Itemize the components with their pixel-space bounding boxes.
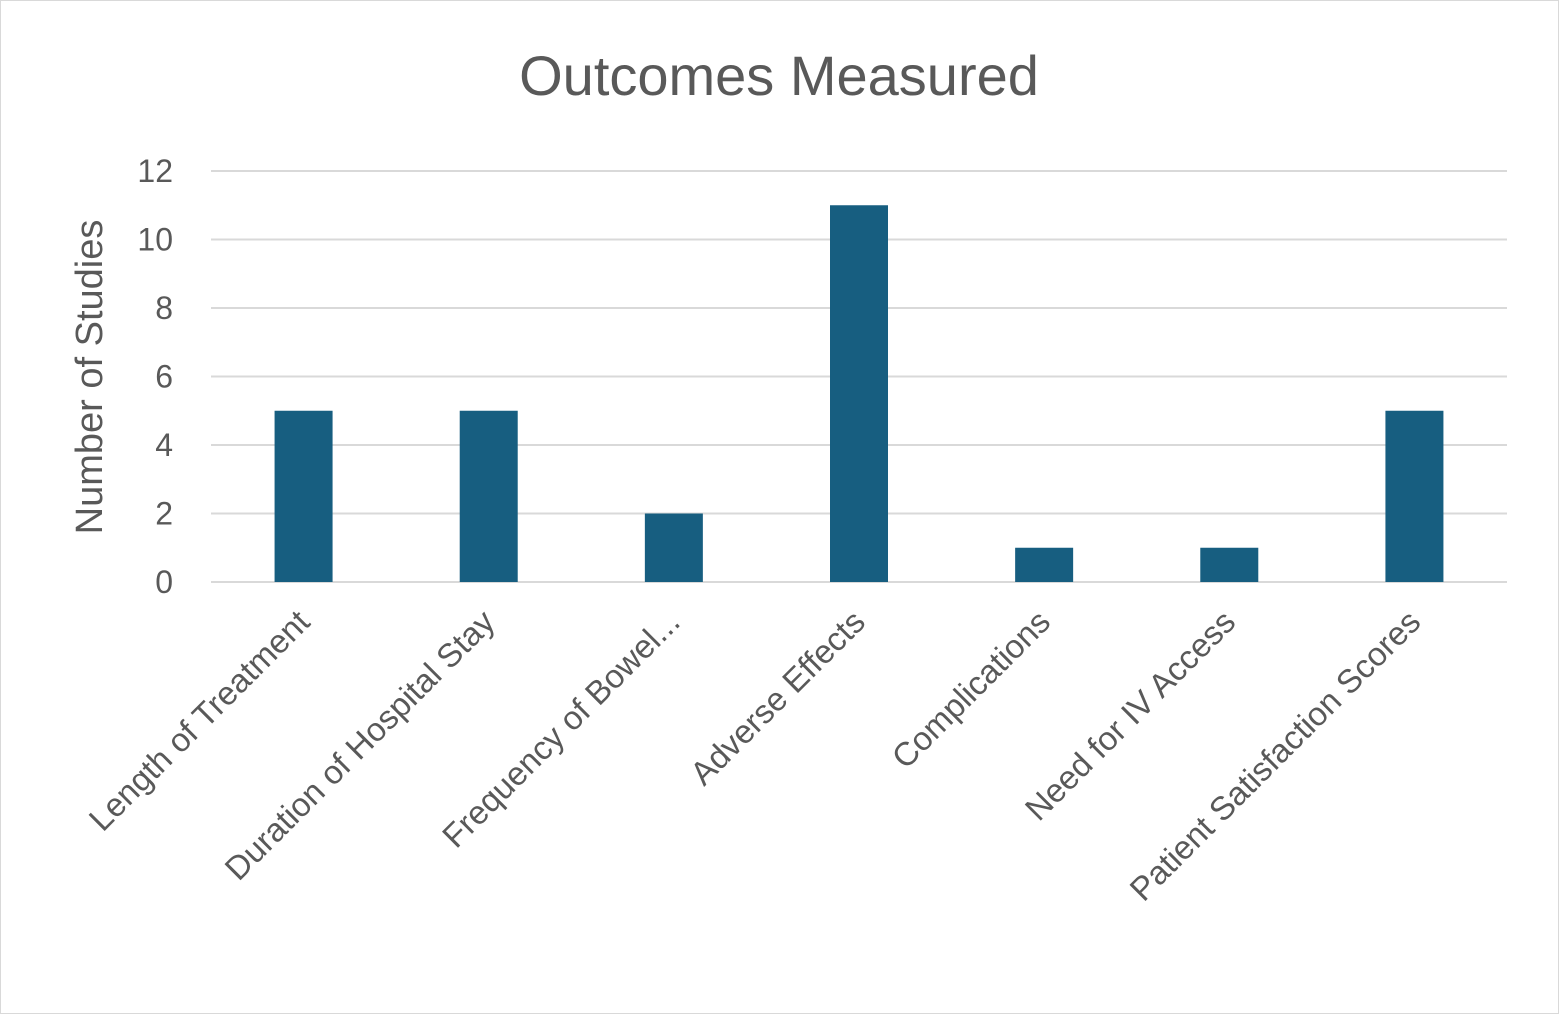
- y-axis-ticks: 0 2 4 6 8 10 12: [137, 153, 173, 600]
- bar: [1015, 547, 1074, 582]
- bar: [459, 410, 518, 582]
- y-tick-label: 0: [155, 564, 173, 600]
- y-tick-label: 4: [155, 427, 173, 463]
- x-tick-label: Complications: [884, 603, 1057, 776]
- x-tick-label: Adverse Effects: [683, 603, 872, 792]
- y-tick-label: 8: [155, 290, 173, 326]
- chart-title: Outcomes Measured: [519, 44, 1039, 107]
- y-tick-label: 2: [155, 496, 173, 532]
- x-tick-label: Need for IV Access: [1018, 603, 1243, 828]
- y-tick-label: 10: [137, 222, 173, 258]
- bar: [1200, 547, 1259, 582]
- bars: [274, 205, 1444, 582]
- y-axis-title: Number of Studies: [69, 220, 111, 535]
- x-tick-label: Patient Satisfaction Scores: [1122, 603, 1427, 908]
- bar: [1385, 410, 1444, 582]
- bar: [274, 410, 333, 582]
- bar: [644, 513, 703, 582]
- y-tick-label: 12: [137, 153, 173, 189]
- bar: [830, 205, 888, 582]
- y-tick-label: 6: [155, 359, 173, 395]
